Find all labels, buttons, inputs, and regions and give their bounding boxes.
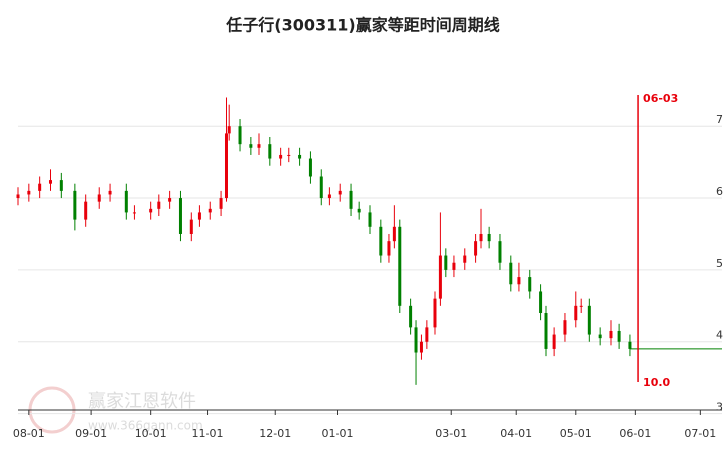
candle-body [219,198,223,209]
candle-body [238,126,242,145]
candle-body [208,208,212,213]
candle-body [73,190,77,220]
candle-body [132,212,136,214]
candle-body [157,201,161,209]
candle-body [587,305,591,335]
candle-body [409,305,413,328]
candle-body [552,334,556,349]
y-tick-label: 3 [716,401,723,414]
watermark-url: www.366gann.com [88,419,203,433]
candle-body [287,154,291,156]
candle-body [563,320,567,335]
candle-body [598,334,602,339]
candle-body [97,194,101,202]
candle-body [59,180,63,191]
x-tick-label: 05-01 [560,427,592,440]
watermark: 赢家江恩软件 www.366gann.com [28,386,203,434]
candle-body [368,212,372,227]
candle-body [379,226,383,256]
cycle-label: 06-03 [643,92,678,105]
candle-body [168,198,172,202]
candle-body [392,226,396,242]
candle-body [149,208,153,213]
candle-body [452,262,456,270]
candle-body [444,255,448,270]
candle-body [528,277,532,292]
candle-body [387,241,391,256]
x-tick-label: 11-01 [192,427,224,440]
candle-body [433,298,437,328]
candle-body [398,226,402,306]
x-tick-label: 07-01 [684,427,716,440]
candle-body [27,190,31,195]
candle-body [249,144,253,148]
y-tick-label: 4 [716,329,723,342]
candle-body [479,233,483,242]
candle-body [338,190,342,195]
candle-body [319,176,323,199]
candle-body [498,241,502,263]
candle-body [178,198,182,234]
candle-body [509,262,513,285]
candle-body [574,305,578,321]
candle-body [487,233,491,242]
x-tick-label: 04-01 [500,427,532,440]
candle-body [268,144,272,159]
y-tick-label: 7 [716,113,723,126]
candle-body [48,180,52,184]
candle-body [617,330,621,342]
candle-body [579,305,583,307]
candle-body [16,194,20,199]
watermark-text: 赢家江恩软件 [88,390,196,412]
candle-body [425,327,429,342]
x-tick-label: 08-01 [13,427,45,440]
candle-body [357,208,361,213]
candle-body [84,201,88,220]
candle-body [298,154,302,159]
x-tick-label: 01-01 [322,427,354,440]
x-tick-label: 12-01 [259,427,291,440]
candle-body [189,219,193,234]
x-tick-label: 09-01 [75,427,107,440]
candle-body [257,144,261,148]
candle-body [224,133,228,199]
x-tick-label: 03-01 [435,427,467,440]
candle-body [539,291,543,314]
chart-title: 任子行(300311)赢家等距时间周期线 [225,16,499,35]
candle-body [414,327,418,353]
candle-body [197,212,201,220]
candle-body [108,190,112,195]
candle-body [308,158,312,177]
candle-body [609,330,613,339]
y-tick-label: 5 [716,257,723,270]
candle-body [474,241,478,256]
candle-body [517,277,521,285]
x-tick-label: 10-01 [135,427,167,440]
cycle-value-label: 10.0 [643,376,670,389]
candle-body [38,183,42,191]
x-tick-label: 06-01 [619,427,651,440]
candle-body [349,190,353,209]
candle-body [124,190,128,213]
candle-body [279,154,283,159]
candle-body [463,255,467,263]
candle-body [327,194,331,199]
candle-body [544,313,548,349]
candle-body [419,341,423,353]
candle-body [438,255,442,299]
candle-body [227,126,231,134]
candle-body [628,341,632,349]
y-tick-label: 6 [716,185,723,198]
